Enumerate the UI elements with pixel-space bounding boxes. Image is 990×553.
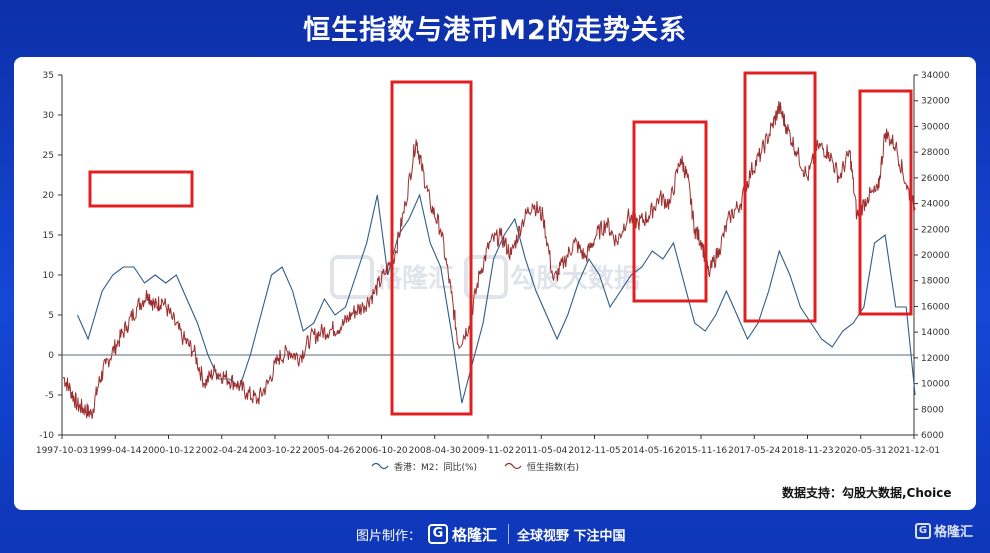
footer-slogan: 全球视野 下注中国 <box>517 529 626 544</box>
x-tick-label: 2005-04-26 <box>302 446 355 456</box>
series-hsi-line <box>62 101 916 419</box>
right-tick-label: 26000 <box>921 174 950 184</box>
x-tick-label: 2006-10-20 <box>355 446 408 456</box>
x-tick-label: 2000-10-12 <box>142 446 194 456</box>
right-tick-label: 10000 <box>921 380 950 390</box>
x-tick-label: 2021-12-01 <box>888 446 940 456</box>
left-tick-label: 20 <box>43 191 55 201</box>
x-tick-label: 2018-11-23 <box>781 446 833 456</box>
x-tick-label: 2002-04-24 <box>196 446 249 456</box>
page-title: 恒生指数与港币M2的走势关系 <box>303 15 687 46</box>
chart-svg: 格隆汇 勾股大数据 -10 -5 0 5 10 15 20 25 30 35 6000 8000 100… <box>36 71 952 500</box>
legend-hsi-swatch <box>504 462 522 470</box>
watermark-right: 勾股大数据 <box>510 264 640 294</box>
x-tick-label: 2011-05-04 <box>515 446 568 456</box>
right-tick-label: 28000 <box>921 148 950 158</box>
left-tick-label: 0 <box>48 351 54 361</box>
left-tick-label: 15 <box>43 231 54 241</box>
left-tick-label: 25 <box>43 151 54 161</box>
legend-m2-label: 香港：M2：同比(%) <box>394 461 477 473</box>
right-tick-label: 16000 <box>921 302 950 312</box>
x-tick-label: 2017-05-24 <box>728 446 781 456</box>
right-tick-label: 14000 <box>921 328 950 338</box>
x-tick-label: 2020-05-31 <box>835 446 887 456</box>
watermark-logo-icon <box>330 255 374 299</box>
watermark: 格隆汇 勾股大数据 <box>330 255 640 299</box>
right-tick-label: 8000 <box>921 405 944 415</box>
footer-made-by: 图片制作： <box>356 529 422 544</box>
right-tick-label: 18000 <box>921 277 950 287</box>
left-tick-label: 10 <box>43 271 55 281</box>
highlight-box-2 <box>390 80 473 416</box>
x-tick-label: 2015-11-16 <box>675 446 728 456</box>
right-tick-label: 22000 <box>921 225 950 235</box>
x-tick-label: 2012-11-05 <box>568 446 620 456</box>
x-tick-label: 2014-05-16 <box>622 446 675 456</box>
right-tick-label: 20000 <box>921 251 950 261</box>
footer-logo: G 格隆汇 <box>428 521 497 547</box>
left-tick-label: 5 <box>48 311 54 321</box>
left-tick-label: 30 <box>43 111 55 121</box>
legend-hsi-label: 恒生指数(右) <box>527 461 579 473</box>
footer-brand: 格隆汇 <box>452 525 498 544</box>
right-tick-label: 24000 <box>921 200 950 210</box>
left-tick-label: -10 <box>39 431 54 441</box>
corner-logo: G 格隆汇 <box>915 521 973 540</box>
x-tick-label: 2009-11-02 <box>462 446 514 456</box>
legend-m2-swatch <box>371 462 389 470</box>
x-tick-label: 2003-10-22 <box>249 446 301 456</box>
x-tick-label: 1999-04-14 <box>89 446 142 456</box>
left-tick-label: -5 <box>45 391 54 401</box>
corner-brand: 格隆汇 <box>934 525 974 540</box>
highlight-box-3 <box>632 120 708 303</box>
x-tick-label: 2008-04-30 <box>409 446 462 456</box>
right-tick-label: 30000 <box>921 122 950 132</box>
footer-bar: 图片制作： G 格隆汇 全球视野 下注中国 <box>0 516 990 553</box>
right-tick-label: 6000 <box>921 431 944 441</box>
series-m2-line <box>76 193 916 404</box>
highlight-box-4 <box>743 71 817 323</box>
footer-divider <box>508 524 509 544</box>
highlight-box-5 <box>858 89 913 316</box>
left-tick-label: 35 <box>43 71 54 81</box>
right-tick-label: 12000 <box>921 354 950 364</box>
right-tick-label: 34000 <box>921 71 950 81</box>
corner-logo-icon: G <box>915 522 931 539</box>
legend: 香港：M2：同比(%) 恒生指数(右) <box>371 461 579 473</box>
x-tick-label: 1997-10-03 <box>36 446 88 456</box>
source-note: 数据支持：勾股大数据,Choice <box>782 485 952 500</box>
chart-card: 格隆汇 勾股大数据 -10 -5 0 5 10 15 20 25 30 35 6000 8000 100… <box>14 57 976 510</box>
highlight-box-1 <box>88 170 194 208</box>
gelonghui-logo-icon: G <box>428 524 448 544</box>
right-tick-label: 32000 <box>921 97 950 107</box>
